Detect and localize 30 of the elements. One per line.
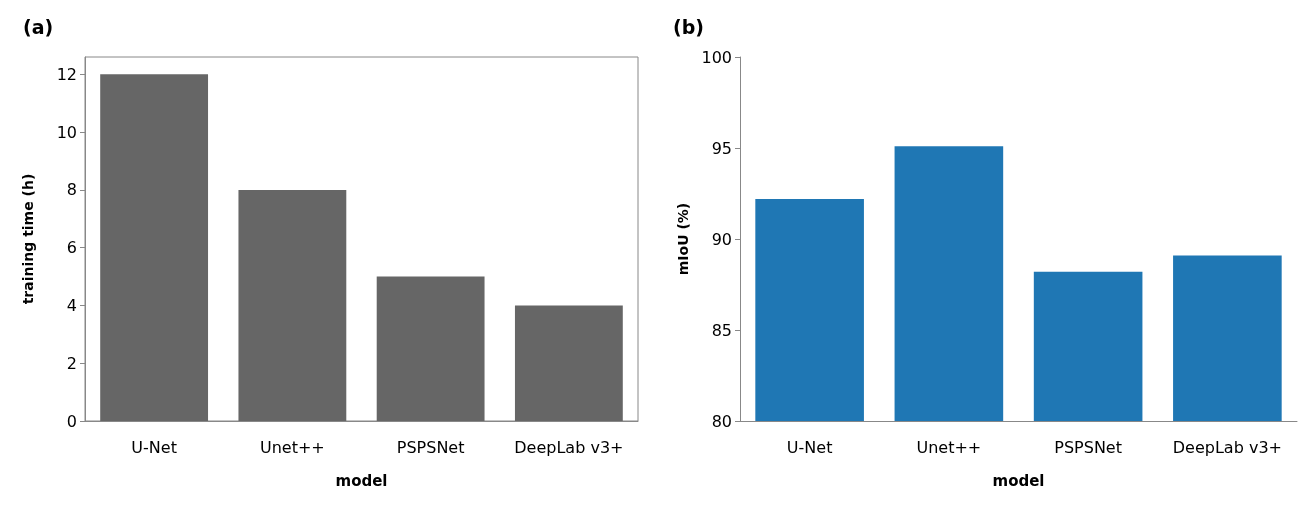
y-tick-label: 8 [66, 180, 77, 200]
bar [100, 74, 209, 421]
y-tick-label: 10 [56, 122, 77, 142]
x-axis-title: model [335, 471, 388, 490]
y-tick-label: 95 [711, 138, 732, 158]
x-tick-label: Unet++ [916, 437, 982, 457]
x-axis-title: model [992, 471, 1045, 490]
x-tick-label: U-Net [131, 437, 177, 457]
y-tick-label: 85 [711, 320, 732, 340]
y-tick-label: 100 [701, 47, 732, 67]
y-tick-label: 6 [66, 238, 77, 258]
x-tick-label: PSPSNet [396, 437, 465, 457]
bar [514, 305, 623, 421]
x-tick-label: U-Net [786, 437, 833, 457]
bar [238, 189, 347, 421]
y-tick-label: 4 [66, 295, 77, 315]
chart-title: (a) [23, 15, 54, 38]
bar [376, 276, 485, 421]
y-tick-label: 0 [66, 411, 77, 431]
x-tick-label: DeepLab v3+ [514, 437, 624, 457]
x-tick-label: Unet++ [259, 437, 325, 457]
y-tick-label: 80 [711, 411, 732, 431]
chart-title: (b) [673, 15, 704, 38]
y-axis-title: mIoU (%) [675, 202, 691, 276]
y-axis-title: training time (h) [20, 173, 36, 305]
x-tick-label: PSPSNet [1054, 437, 1122, 457]
y-tick-label: 2 [66, 353, 77, 373]
x-tick-label: DeepLab v3+ [1172, 437, 1282, 457]
y-tick-label: 12 [56, 64, 77, 84]
y-tick-label: 90 [711, 229, 732, 249]
